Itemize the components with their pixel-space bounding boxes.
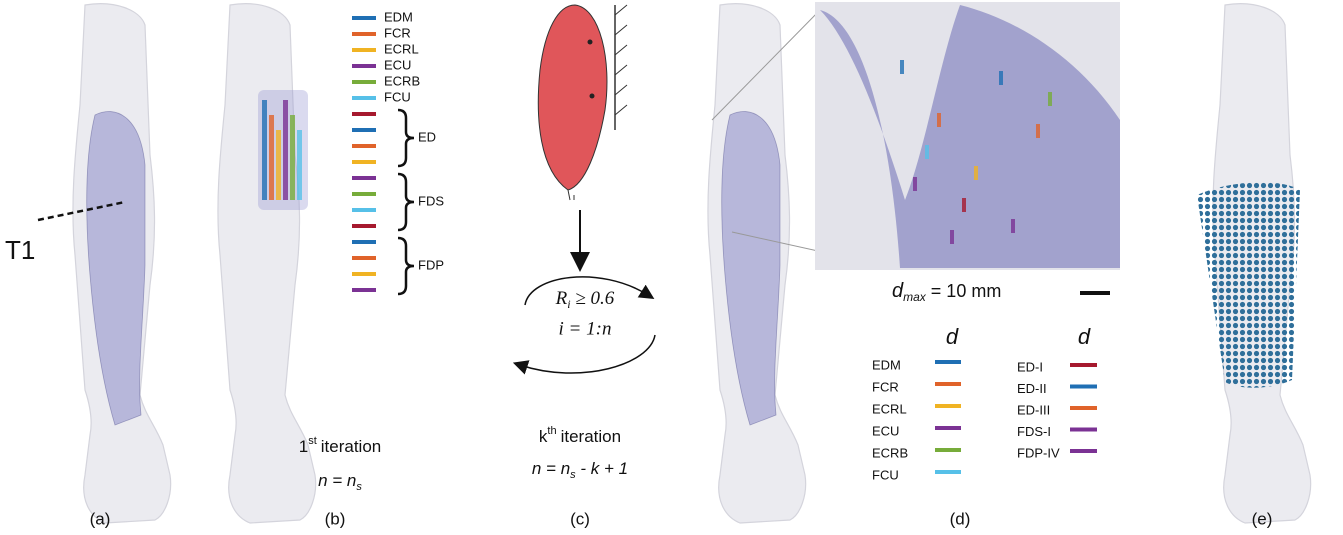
legend-swatch <box>352 80 376 84</box>
legend-swatch <box>935 360 961 364</box>
electrode-mark <box>974 166 978 180</box>
cycle-arrow <box>520 335 655 373</box>
range: i = 1:n <box>559 318 612 339</box>
formula: n = ns <box>318 471 362 492</box>
electrode-mark <box>1036 124 1040 138</box>
panel-a: T1 (a) <box>5 4 171 529</box>
legend-swatch <box>352 64 376 68</box>
legend-swatch <box>1070 363 1097 367</box>
muscle-strip <box>276 130 281 200</box>
electrode-mark <box>999 71 1003 85</box>
legend-label: ECRB <box>384 73 420 88</box>
formula: n = ns - k + 1 <box>532 459 628 480</box>
figure: T1 (a) 1stiteration n = ns (b) EDMFCRECR… <box>0 0 1343 535</box>
legend-swatch <box>352 224 376 228</box>
panel-label: (d) <box>950 509 971 528</box>
muscle-sketch <box>538 5 607 190</box>
legend-label: ED-III <box>1017 402 1050 417</box>
legend-label: FDS-I <box>1017 424 1051 439</box>
legend-swatch <box>352 160 376 164</box>
legend-label: ECU <box>384 57 411 72</box>
panel-label: (a) <box>90 509 111 528</box>
legend-swatch <box>352 144 376 148</box>
column-header: d <box>946 324 959 349</box>
group-label: FDP <box>418 257 444 272</box>
panel-label: (c) <box>570 509 590 528</box>
panel-label: (b) <box>325 509 346 528</box>
legend-swatch <box>352 96 376 100</box>
legend-swatch <box>352 176 376 180</box>
legend-label: FCR <box>872 379 899 394</box>
section-label: T1 <box>5 235 35 265</box>
legend-label: ECRL <box>384 41 419 56</box>
electrode-mark <box>950 230 954 244</box>
legend-swatch <box>935 382 961 386</box>
legend-label: ECU <box>872 423 899 438</box>
legend-swatch <box>352 208 376 212</box>
muscle-strip <box>290 115 295 200</box>
electrode-mark <box>900 60 904 74</box>
legend-swatch <box>1070 428 1097 432</box>
legend-label: ECRL <box>872 401 907 416</box>
scale-label: dmax = 10 mm <box>892 280 1001 304</box>
legend-swatch <box>352 16 376 20</box>
panel-label: (e) <box>1252 509 1273 528</box>
brace <box>398 110 414 166</box>
legend-label: EDM <box>872 357 901 372</box>
electrode-mark <box>925 145 929 159</box>
scale-bar <box>1080 291 1110 295</box>
legend-label: FDP-IV <box>1017 445 1060 460</box>
electrode-mark <box>1011 219 1015 233</box>
muscle-strip <box>283 100 288 200</box>
electrode-mark <box>962 198 966 212</box>
brace <box>398 238 414 294</box>
legend-label: FCU <box>872 467 899 482</box>
legend-swatch <box>1070 385 1097 389</box>
muscle-strip <box>297 130 302 200</box>
legend-swatch <box>352 256 376 260</box>
legend-swatch <box>935 404 961 408</box>
legend-label: FCU <box>384 89 411 104</box>
legend-swatch <box>352 240 376 244</box>
muscle-strip <box>269 115 274 200</box>
legend-swatch <box>352 272 376 276</box>
group-label: FDS <box>418 193 444 208</box>
legend-swatch <box>352 192 376 196</box>
panel-d: dmax = 10 mm d d (d) EDM FCR ECRL ECU ECRB FC… <box>708 2 1120 528</box>
legend-swatch <box>352 288 376 292</box>
electrode-mark <box>913 177 917 191</box>
brace <box>398 174 414 230</box>
legend-label: ECRB <box>872 445 908 460</box>
legend-swatch <box>1070 406 1097 410</box>
legend-swatch <box>352 32 376 36</box>
legend-label: ED-II <box>1017 381 1047 396</box>
electrode-mark <box>937 113 941 127</box>
legend-label: ED-I <box>1017 359 1043 374</box>
group-label: ED <box>418 129 436 144</box>
legend-swatch <box>935 448 961 452</box>
electrode-grid <box>1197 182 1300 388</box>
legend-swatch <box>352 128 376 132</box>
legend-swatch <box>352 48 376 52</box>
legend-swatch <box>1070 449 1097 453</box>
legend-label: FCR <box>384 25 411 40</box>
legend-swatch <box>935 426 961 430</box>
legend-label: EDM <box>384 9 413 24</box>
legend-swatch <box>352 112 376 116</box>
muscle-strip <box>262 100 267 200</box>
column-header: d <box>1078 324 1091 349</box>
electrode-mark <box>1048 92 1052 106</box>
condition: Ri ≥ 0.6 <box>555 288 615 310</box>
panel-e: (e) <box>1197 4 1311 529</box>
legend-swatch <box>935 470 961 474</box>
